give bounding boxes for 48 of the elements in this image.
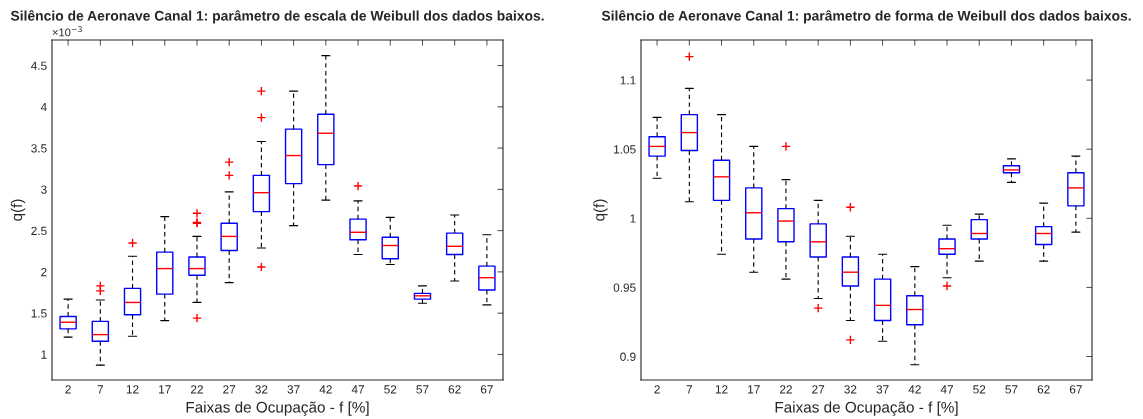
x-tick-label: 22 <box>190 385 203 394</box>
x-tick-label: 12 <box>715 385 728 394</box>
y-tick-label: 1.5 <box>31 309 47 318</box>
y-axis-title: q(f) <box>10 199 26 221</box>
y-tick-label: 0.9 <box>620 352 636 361</box>
y-tick-label: 4.5 <box>31 61 47 70</box>
x-tick-label: 2 <box>65 385 71 394</box>
x-tick-label: 27 <box>812 385 825 394</box>
text: ×10$^{−3}$ <box>52 26 82 37</box>
x-tick-label: 27 <box>223 385 236 394</box>
x-tick-label: 2 <box>654 385 660 394</box>
y-axis-title: q(f) <box>593 199 608 221</box>
x-tick-label: 37 <box>876 385 889 394</box>
x-tick-label: 67 <box>1069 385 1082 394</box>
y-tick-label: 2 <box>41 267 47 277</box>
x-axis-title: Faixas de Ocupação - f [%] <box>186 401 369 416</box>
chart-title: Silêncio de Aeronave Canal 1: parâmetro de forma de Weibull dos dados baixos. <box>601 10 1131 24</box>
x-tick-label: 32 <box>255 385 268 394</box>
x-axis-title: Faixas de Ocupação - f [%] <box>775 401 958 416</box>
x-tick-label: 17 <box>748 385 760 394</box>
x-tick-label: 57 <box>1005 385 1018 394</box>
x-tick-label: 12 <box>126 385 139 394</box>
y-tick-label: 2.5 <box>31 226 47 236</box>
y-tick-label: 1 <box>630 214 636 223</box>
x-tick-label: 42 <box>319 385 332 394</box>
y-tick-label: 1 <box>41 350 47 359</box>
x-tick-label: 52 <box>384 385 397 394</box>
x-tick-label: 22 <box>779 385 792 394</box>
x-tick-label: 67 <box>480 385 493 394</box>
chart-title: Silêncio de Aeronave Canal 1: parâmetro de escala de Weibull dos dados baixos. <box>10 10 544 24</box>
x-tick-label: 7 <box>686 385 693 394</box>
y-tick-label: 4 <box>40 103 47 112</box>
x-tick-label: 52 <box>973 385 986 394</box>
x-tick-label: 62 <box>1037 385 1050 394</box>
x-tick-label: 62 <box>448 385 461 394</box>
x-tick-label: 32 <box>844 385 857 394</box>
y-tick-label: 3.5 <box>31 144 47 153</box>
y-tick-label: 3 <box>41 185 47 194</box>
y-tick-label: 1.05 <box>614 145 636 154</box>
x-tick-label: 7 <box>97 385 104 394</box>
x-tick-label: 37 <box>287 385 300 394</box>
x-tick-label: 42 <box>908 385 921 394</box>
y-tick-label: 0.95 <box>613 283 636 292</box>
x-tick-label: 17 <box>159 385 171 394</box>
x-tick-label: 47 <box>351 385 365 394</box>
x-tick-label: 57 <box>416 385 429 394</box>
y-tick-label: 1.1 <box>620 76 636 85</box>
x-tick-label: 47 <box>940 385 954 394</box>
